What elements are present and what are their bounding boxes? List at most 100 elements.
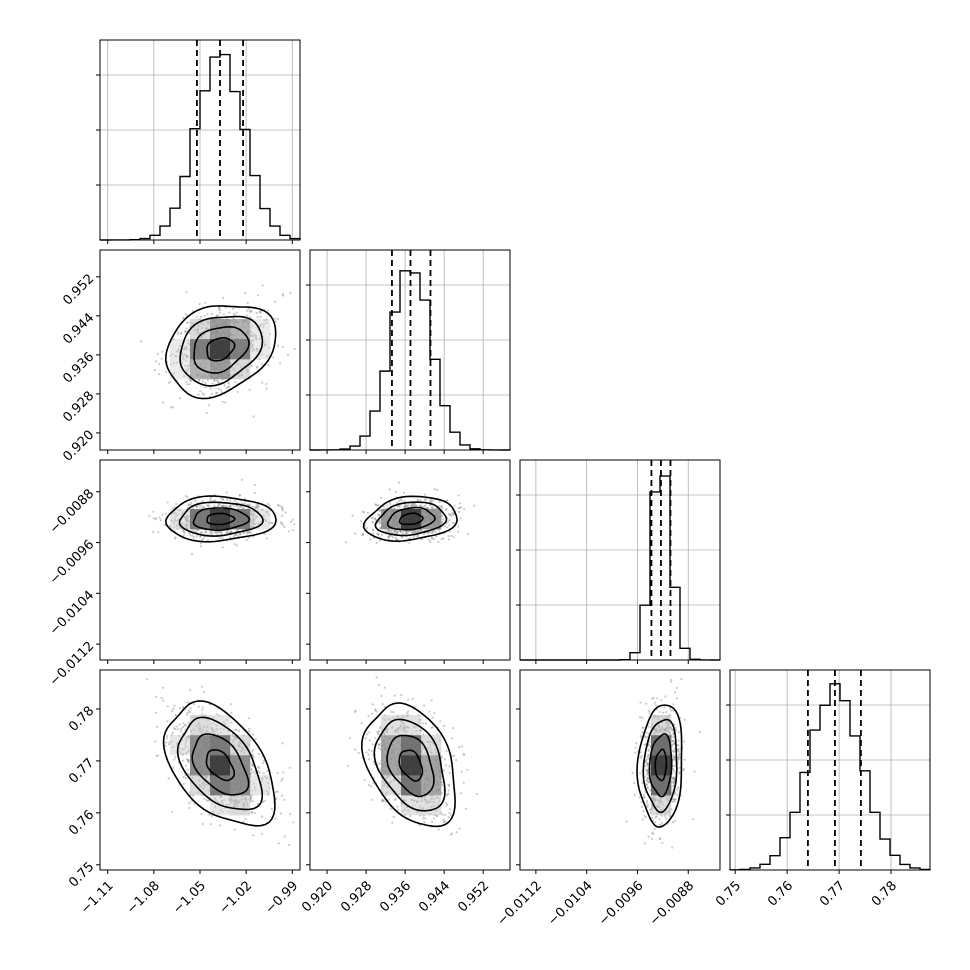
scatter-point [448,514,452,517]
scatter-point [374,709,377,712]
scatter-point [464,807,467,810]
scatter-point [427,531,430,534]
scatter-point [172,362,175,365]
scatter-point [261,363,264,366]
scatter-point [174,536,177,539]
scatter-point [227,810,230,813]
scatter-point [416,535,419,538]
scatter-point [662,711,665,714]
scatter-point [643,796,646,799]
scatter-point [407,503,410,506]
scatter-point [251,521,254,524]
scatter-point [361,532,365,535]
scatter-point [160,357,163,360]
scatter-point [375,676,378,679]
scatter-point [293,347,296,351]
scatter-point [178,734,181,737]
scatter-point [407,710,410,713]
density-cell [401,735,422,756]
scatter-point [155,695,158,698]
scatter-point [671,739,675,743]
scatter-point [204,530,207,534]
scatter-point [633,781,636,785]
scatter-point [235,504,238,507]
scatter-point [417,534,420,537]
scatter-point [276,317,279,320]
scatter-point [265,387,268,390]
scatter-point [434,531,437,534]
scatter-point [457,525,460,528]
scatter-point [251,525,254,529]
contour-4-1-level-2 [191,733,250,796]
scatter-point [253,510,256,514]
scatter-point [203,393,206,396]
scatter-point [678,753,681,756]
scatter-point [197,705,200,708]
scatter-point [250,811,254,814]
scatter-point [217,504,220,507]
scatter-point [625,820,628,823]
scatter-point [672,798,675,801]
scatter-point [189,503,192,507]
scatter-point [462,781,465,784]
scatter-point [404,505,407,508]
scatter-point [200,315,203,319]
scatter-point [187,339,190,342]
scatter-point [412,535,416,538]
scatter-point [647,744,650,747]
scatter-point [209,531,212,534]
scatter-point [458,746,461,749]
scatter-point [199,535,202,538]
scatter-point [638,716,642,719]
scatter-point [244,502,247,505]
scatter-point [186,518,189,521]
scatter-point [276,504,280,507]
scatter-point [670,709,673,712]
scatter-point [370,749,373,753]
scatter-point [677,758,680,761]
scatter-point [642,796,646,799]
scatter-point [442,818,445,821]
scatter-point [167,777,170,780]
scatter-point [387,529,390,532]
scatter-point [354,709,357,713]
scatter-point [242,820,245,824]
scatter-point [372,532,375,535]
scatter-point [172,758,175,761]
scatter-point [430,536,433,540]
scatter-point [277,842,280,845]
scatter-point [187,709,190,712]
scatter-point [247,536,250,539]
scatter-point [451,521,454,524]
density-cell [421,795,442,816]
scatter-point [215,314,218,317]
scatter-point [222,296,225,299]
scatter-point [378,727,381,730]
x-tick-label-param-3-1: −0.0112 [494,878,544,928]
scatter-point [203,797,206,801]
scatter-point [227,381,230,384]
scatter-point [246,309,249,312]
scatter-point [387,798,390,801]
scatter-point [201,708,204,711]
density-cell [651,715,672,736]
scatter-point [151,530,155,534]
density-panel-4-1 [96,669,301,874]
scatter-point [392,711,395,714]
scatter-point [413,530,416,533]
scatter-point [408,814,411,818]
scatter-point [232,504,235,507]
scatter-point [187,321,190,324]
scatter-point [162,699,165,702]
scatter-point [234,381,237,384]
scatter-point [444,764,447,767]
scatter-point [158,373,161,376]
scatter-point [368,783,371,787]
scatter-point [254,506,257,510]
scatter-point [249,509,253,513]
scatter-point [382,799,385,802]
scatter-point [229,530,233,533]
scatter-point [460,770,463,773]
scatter-point [229,536,232,539]
scatter-point [644,764,647,768]
